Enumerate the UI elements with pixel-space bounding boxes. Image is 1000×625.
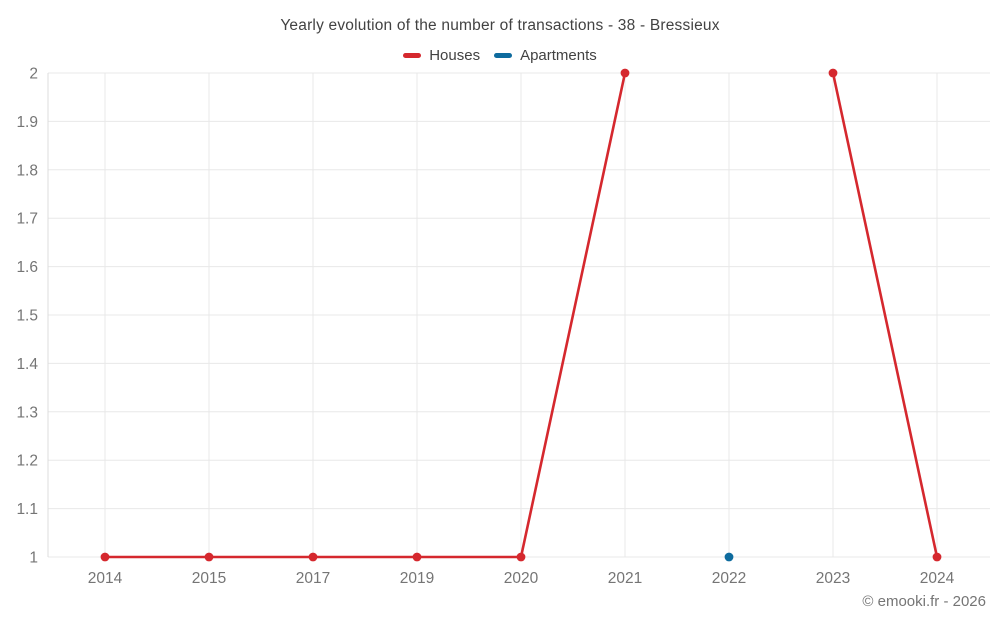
x-axis-tick-label: 2023 <box>816 570 850 587</box>
legend-swatch-icon <box>403 53 422 58</box>
y-axis-tick-label: 1.4 <box>16 356 38 373</box>
series-line-houses <box>103 71 939 559</box>
x-axis-tick-label: 2015 <box>192 570 226 587</box>
data-point-houses-2024[interactable] <box>932 552 942 562</box>
data-point-houses-2014[interactable] <box>100 552 110 562</box>
y-axis-tick-label: 1 <box>29 550 38 567</box>
data-point-houses-2019[interactable] <box>412 552 422 562</box>
copyright-label: © emooki.fr - 2026 <box>862 593 986 610</box>
legend: Houses Apartments <box>0 47 1000 64</box>
x-axis-tick-label: 2017 <box>296 570 330 587</box>
x-axis-tick-label: 2021 <box>608 570 642 587</box>
y-axis-tick-label: 1.8 <box>16 162 38 179</box>
x-axis-tick-label: 2014 <box>88 570 123 587</box>
y-axis-tick-label: 1.6 <box>16 259 38 276</box>
legend-label: Houses <box>429 47 481 64</box>
data-point-houses-2017[interactable] <box>308 552 318 562</box>
x-axis-tick-label: 2019 <box>400 570 434 587</box>
chart-title: Yearly evolution of the number of transa… <box>280 17 720 34</box>
legend-swatch-icon <box>494 53 513 58</box>
data-point-apartments-2022[interactable] <box>724 552 734 562</box>
x-axis-tick-label: 2024 <box>920 570 955 587</box>
x-axis-tick-label: 2022 <box>712 570 746 587</box>
data-point-houses-2023[interactable] <box>828 68 838 78</box>
legend-item-apartments[interactable]: Apartments <box>494 47 597 64</box>
legend-label: Apartments <box>520 47 597 64</box>
y-axis-tick-label: 1.9 <box>16 114 38 131</box>
y-axis-tick-label: 1.1 <box>16 501 38 518</box>
y-axis-tick-label: 1.5 <box>16 308 38 325</box>
y-axis-tick-label: 1.2 <box>16 453 38 470</box>
x-axis-tick-label: 2020 <box>504 570 539 587</box>
y-axis-tick-label: 2 <box>29 66 38 83</box>
y-axis-tick-label: 1.7 <box>16 211 38 228</box>
data-point-houses-2021[interactable] <box>620 68 630 78</box>
data-point-houses-2015[interactable] <box>204 552 214 562</box>
data-point-houses-2020[interactable] <box>516 552 526 562</box>
legend-item-houses[interactable]: Houses <box>403 47 480 64</box>
y-axis-tick-label: 1.3 <box>16 404 38 421</box>
